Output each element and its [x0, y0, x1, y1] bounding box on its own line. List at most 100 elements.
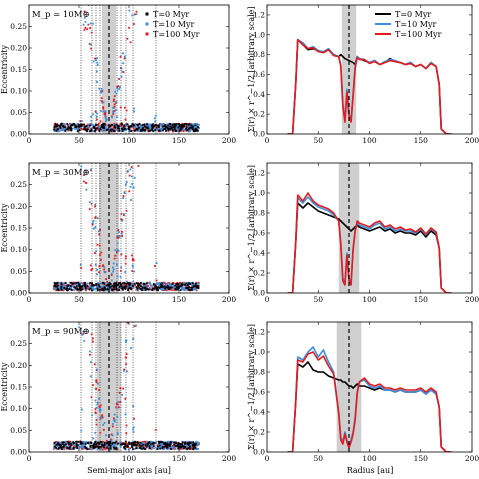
scatter-point: [91, 284, 93, 287]
scatter-point: [123, 57, 126, 60]
scatter-point: [118, 127, 120, 130]
x-tick-label: 200: [465, 295, 479, 304]
scatter-point: [89, 281, 92, 284]
x-tick-label: 100: [122, 454, 137, 463]
scatter-point: [78, 125, 81, 128]
scatter-point: [172, 284, 175, 286]
scatter-point: [99, 440, 102, 443]
scatter-point: [100, 97, 103, 100]
x-tick-label: 50: [74, 136, 84, 145]
scatter-point: [183, 124, 186, 126]
scatter-point: [66, 129, 69, 132]
scatter-point: [171, 440, 173, 443]
y-tick-label: 0.6: [253, 388, 265, 397]
scatter-point: [55, 125, 58, 128]
scatter-point: [192, 130, 195, 133]
panel-1: 0 50 100 150 200 0.00 0.05 0.10 0.15 0.20 0.25 Ecce…: [0, 4, 236, 145]
scatter-point: [104, 110, 107, 113]
scatter-point: [96, 444, 99, 447]
scatter-point: [86, 125, 89, 128]
scatter-point: [100, 110, 102, 112]
scatter-point: [194, 444, 196, 446]
scatter-point: [130, 199, 133, 201]
scatter-point: [127, 289, 130, 292]
scatter-point: [118, 442, 121, 445]
scatter-point: [166, 446, 169, 449]
scatter-point: [103, 268, 106, 271]
scatter-point: [124, 356, 127, 359]
scatter-point: [132, 124, 135, 127]
scatter-series-0: [53, 440, 197, 451]
panel-6: 0 50 100 150 200 0.0 0.2 0.4 0.6 0.8 1.0 1.2Σ(r) × …: [247, 321, 479, 463]
scatter-point: [101, 125, 104, 128]
scatter-point: [125, 128, 127, 131]
scatter-point: [185, 444, 187, 446]
scatter-point: [151, 446, 154, 449]
scatter-point: [64, 285, 67, 288]
scatter-point: [154, 265, 156, 267]
scatter-point: [90, 119, 93, 122]
scatter-point: [180, 124, 183, 126]
scatter-point: [125, 424, 128, 427]
scatter-point: [133, 448, 136, 450]
scatter-point: [187, 285, 190, 288]
scatter-point: [187, 289, 190, 291]
scatter-point: [174, 287, 177, 290]
scatter-point: [75, 281, 78, 284]
scatter-point: [126, 282, 129, 285]
scatter-point: [75, 127, 78, 130]
x-tick-label: 50: [313, 454, 323, 463]
scatter-point: [64, 445, 67, 447]
scatter-point: [91, 444, 94, 447]
scatter-point: [89, 350, 91, 353]
scatter-point: [113, 105, 116, 108]
scatter-point: [131, 14, 134, 17]
scatter-point: [187, 444, 190, 447]
scatter-point: [65, 447, 68, 450]
scatter-point: [114, 90, 117, 93]
scatter-point: [197, 285, 199, 287]
scatter-point: [167, 447, 170, 449]
scatter-point: [103, 271, 106, 274]
scatter-point: [167, 129, 170, 131]
scatter-point: [105, 439, 108, 442]
scatter-point: [123, 282, 126, 285]
scatter-point: [159, 124, 162, 127]
legend-entry: T=10 Myr: [395, 20, 436, 29]
scatter-point: [113, 284, 116, 287]
scatter-point: [177, 445, 180, 448]
scatter-point: [153, 447, 155, 450]
scatter-point: [146, 288, 148, 291]
scatter-point: [171, 446, 174, 448]
scatter-point: [131, 264, 134, 267]
scatter-point: [84, 289, 87, 292]
scatter-point: [53, 447, 55, 450]
scatter-point: [168, 124, 171, 126]
scatter-point: [114, 249, 117, 251]
scatter-point: [161, 285, 164, 288]
scatter-point: [71, 282, 74, 285]
scatter-point: [129, 125, 132, 128]
scatter-point: [189, 282, 191, 285]
scatter-point: [134, 441, 137, 444]
scatter-point: [144, 445, 147, 448]
scatter-point: [64, 125, 67, 128]
scatter-point: [128, 190, 131, 193]
scatter-point: [176, 445, 179, 448]
scatter-point: [101, 90, 104, 92]
scatter-point: [63, 441, 65, 444]
scatter-point: [143, 440, 146, 443]
scatter-point: [154, 129, 157, 132]
scatter-point: [96, 442, 98, 444]
scatter-point: [97, 445, 99, 448]
scatter-point: [94, 445, 97, 448]
scatter-point: [156, 447, 159, 450]
scatter-point: [105, 446, 108, 449]
scatter-point: [150, 124, 152, 127]
scatter-point: [157, 124, 160, 127]
scatter-point: [123, 129, 126, 132]
scatter-point: [156, 444, 159, 447]
scatter-point: [149, 281, 152, 284]
scatter-point: [115, 92, 118, 95]
scatter-point: [184, 442, 186, 445]
